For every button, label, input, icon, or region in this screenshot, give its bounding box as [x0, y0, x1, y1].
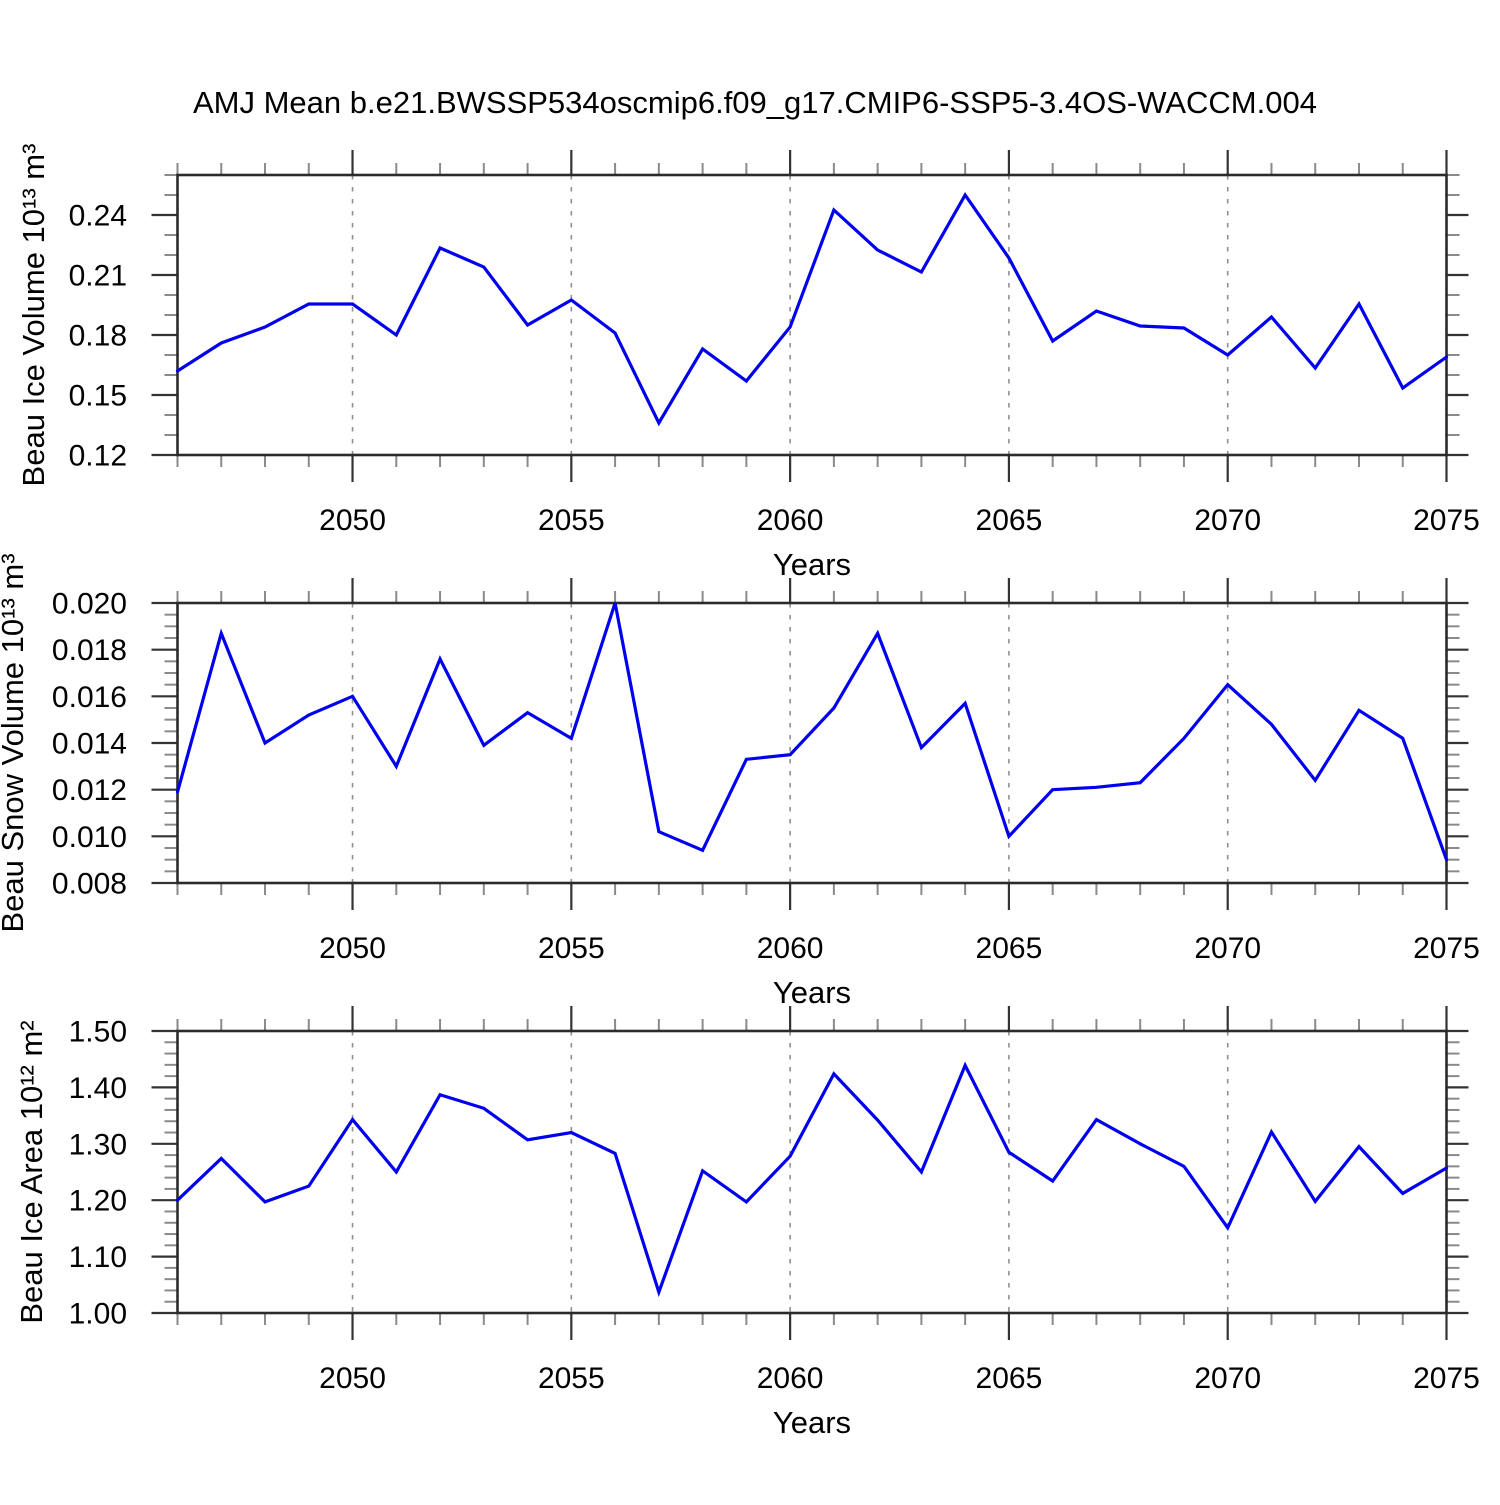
panel-ice-area: 1.00 1.10 1.20 1.30 1.40 1.50 2050 2055 2060 2065… [14, 1006, 1480, 1440]
x-tick-label: 2070 [1194, 1362, 1261, 1395]
y-tick-label: 0.21 [69, 260, 127, 293]
y-tick-label: 1.10 [69, 1241, 127, 1274]
series-line [175, 602, 1449, 862]
x-tick-label: 2060 [757, 932, 824, 965]
y-tick-label: 0.018 [52, 634, 127, 667]
plot-frame [176, 173, 1448, 457]
x-tick-label: 2065 [976, 504, 1043, 537]
plot-frame [176, 1029, 1448, 1315]
x-axis-title: Years [773, 975, 851, 1010]
y-tick-label: 1.30 [69, 1128, 127, 1161]
x-tick-label: 2075 [1413, 504, 1480, 537]
y-tick-label: 0.12 [69, 440, 127, 473]
x-tick-label: 2060 [757, 1362, 824, 1395]
x-tick-label: 2070 [1194, 504, 1261, 537]
panel-snow-volume: 0.008 0.010 0.012 0.014 0.016 0.018 0.020 2050 2… [0, 553, 1480, 1010]
x-tick-label: 2055 [538, 1362, 605, 1395]
x-tick-label: 2060 [757, 504, 824, 537]
x-tick-label: 2075 [1413, 932, 1480, 965]
y-tick-label: 1.00 [69, 1298, 127, 1331]
x-tick-label: 2065 [976, 932, 1043, 965]
series-line [175, 1061, 1449, 1298]
figure-title: AMJ Mean b.e21.BWSSP534oscmip6.f09_g17.C… [193, 85, 1317, 120]
y-axis-title: Beau Snow Volume 10¹³ m³ [0, 553, 30, 932]
y-tick-label: 0.014 [52, 728, 127, 761]
x-tick-label: 2065 [976, 1362, 1043, 1395]
panel-ice-volume: 0.12 0.15 0.18 0.21 0.24 2050 2055 2060 2065 2070… [16, 144, 1480, 582]
y-tick-label: 1.20 [69, 1185, 127, 1218]
y-tick-label: 0.18 [69, 320, 127, 353]
y-tick-label: 0.010 [52, 821, 127, 854]
x-tick-label: 2050 [319, 932, 386, 965]
y-tick-label: 1.50 [69, 1016, 127, 1049]
x-tick-label: 2075 [1413, 1362, 1480, 1395]
y-axis-title: Beau Ice Area 10¹² m² [14, 1020, 49, 1323]
plot-frame [176, 601, 1448, 885]
x-tick-label: 2055 [538, 504, 605, 537]
x-tick-label: 2070 [1194, 932, 1261, 965]
y-axis-title: Beau Ice Volume 10¹³ m³ [16, 144, 51, 487]
x-tick-label: 2050 [319, 1362, 386, 1395]
charts: 0.12 0.15 0.18 0.21 0.24 2050 2055 2060 2065 2070… [0, 144, 1480, 1440]
y-tick-label: 0.15 [69, 380, 127, 413]
x-tick-label: 2055 [538, 932, 605, 965]
y-tick-label: 1.40 [69, 1072, 127, 1105]
y-tick-label: 0.016 [52, 681, 127, 714]
series-line [175, 192, 1449, 427]
y-tick-label: 0.24 [69, 200, 127, 233]
y-tick-label: 0.012 [52, 774, 127, 807]
y-tick-label: 0.020 [52, 588, 127, 621]
x-axis-title: Years [773, 547, 851, 582]
x-axis-title: Years [773, 1405, 851, 1440]
x-tick-label: 2050 [319, 504, 386, 537]
y-tick-label: 0.008 [52, 868, 127, 901]
